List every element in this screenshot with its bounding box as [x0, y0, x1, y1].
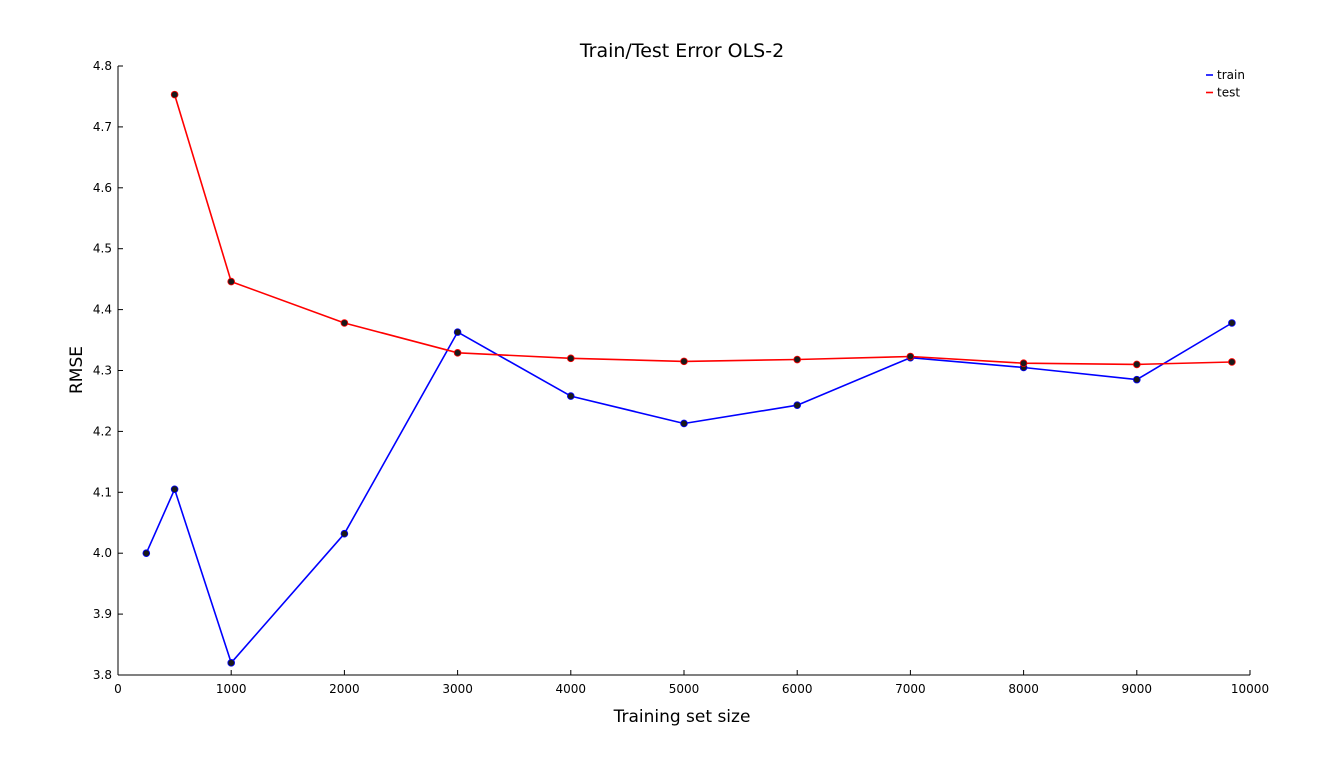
- x-tick-label: 0: [114, 682, 122, 696]
- y-tick-label: 4.0: [93, 546, 112, 560]
- chart-title: Train/Test Error OLS-2: [579, 40, 784, 62]
- train-point: [142, 549, 151, 557]
- x-tick-label: 10000: [1231, 682, 1269, 696]
- train-point: [1133, 375, 1141, 384]
- test-point: [566, 354, 575, 363]
- test-point: [1133, 360, 1141, 369]
- y-tick-label: 4.5: [93, 242, 112, 256]
- test-point: [906, 352, 915, 361]
- y-axis-label: RMSE: [67, 346, 87, 394]
- x-tick-label: 4000: [556, 682, 587, 696]
- x-tick-label: 2000: [329, 682, 360, 696]
- y-tick-label: 4.4: [93, 303, 112, 317]
- test-point: [340, 319, 349, 327]
- test-point: [1019, 359, 1028, 367]
- legend: train test: [1206, 68, 1245, 100]
- train-point: [170, 485, 179, 494]
- y-tick-label: 4.2: [93, 424, 112, 438]
- x-tick-label: 8000: [1008, 682, 1039, 696]
- test-series-line: [173, 94, 1232, 366]
- train-point: [340, 529, 349, 538]
- y-tick-label: 4.6: [93, 181, 112, 195]
- train-point: [793, 401, 801, 410]
- test-point: [793, 355, 801, 364]
- y-tick-label: 4.3: [93, 364, 112, 378]
- x-tick-label: 5000: [669, 682, 700, 696]
- y-tick-label: 4.1: [93, 485, 112, 499]
- y-tick-label: 3.9: [93, 607, 112, 621]
- y-tick-label: 4.7: [93, 120, 112, 134]
- train-point: [453, 328, 462, 336]
- legend-label-test: test: [1217, 86, 1240, 100]
- train-series-line: [145, 322, 1233, 664]
- legend-label-train: train: [1217, 68, 1245, 82]
- train-point: [680, 419, 688, 428]
- train-point: [566, 392, 575, 400]
- train-point: [227, 659, 236, 667]
- x-tick-label: 1000: [216, 682, 247, 696]
- x-tick-label: 6000: [782, 682, 813, 696]
- test-point: [1228, 358, 1236, 366]
- y-tick-label: 4.8: [93, 59, 112, 73]
- test-point: [170, 90, 179, 99]
- train-point: [1228, 319, 1236, 327]
- test-point: [453, 349, 462, 357]
- x-tick-label: 3000: [442, 682, 473, 696]
- x-tick-label: 9000: [1122, 682, 1153, 696]
- x-tick-label: 7000: [895, 682, 926, 696]
- x-axis-label: Training set size: [613, 707, 751, 727]
- test-point: [680, 357, 688, 366]
- axes: 0 1000 2000 3000 4000 5000 6000 7000 8000 9000 100…: [93, 59, 1269, 696]
- test-point: [227, 277, 236, 286]
- y-tick-label: 3.8: [93, 668, 112, 682]
- series-layer: [142, 90, 1236, 667]
